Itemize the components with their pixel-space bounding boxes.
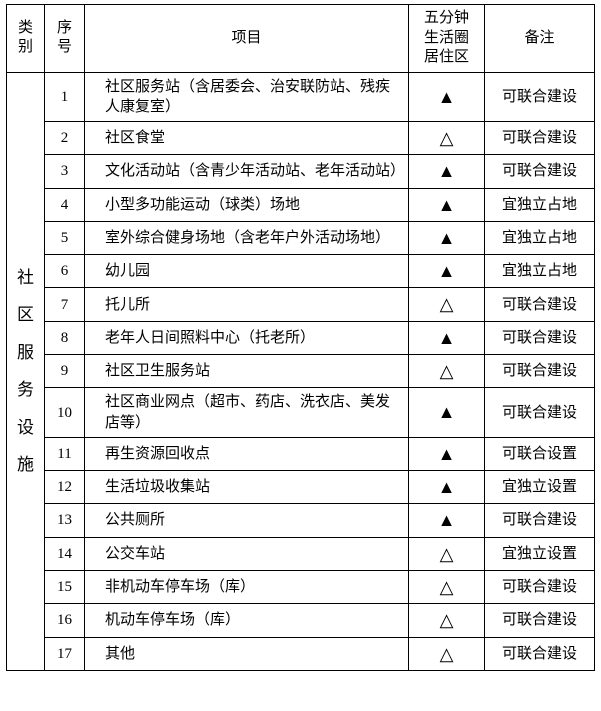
header-item: 项目 — [85, 5, 409, 73]
symbol-cell: △ — [409, 571, 485, 604]
item-cell: 老年人日间照料中心（托老所） — [85, 321, 409, 354]
table-row: 7托儿所△可联合建设 — [7, 288, 595, 321]
item-cell: 文化活动站（含青少年活动站、老年活动站） — [85, 155, 409, 188]
header-zone: 五分钟生活圈居住区 — [409, 5, 485, 73]
note-cell: 可联合建设 — [485, 571, 595, 604]
index-cell: 12 — [45, 471, 85, 504]
index-cell: 1 — [45, 72, 85, 122]
note-cell: 可联合建设 — [485, 288, 595, 321]
note-cell: 可联合建设 — [485, 155, 595, 188]
header-index: 序号 — [45, 5, 85, 73]
note-cell: 可联合建设 — [485, 72, 595, 122]
index-cell: 4 — [45, 188, 85, 221]
facilities-table: 类别 序号 项目 五分钟生活圈居住区 备注 社区服务设施1社区服务站（含居委会、… — [6, 4, 595, 671]
symbol-cell: △ — [409, 604, 485, 637]
header-row: 类别 序号 项目 五分钟生活圈居住区 备注 — [7, 5, 595, 73]
item-cell: 幼儿园 — [85, 255, 409, 288]
symbol-cell: ▲ — [409, 155, 485, 188]
category-cell: 社区服务设施 — [7, 72, 45, 670]
symbol-cell: ▲ — [409, 72, 485, 122]
table-row: 16机动车停车场（库）△可联合建设 — [7, 604, 595, 637]
item-cell: 非机动车停车场（库） — [85, 571, 409, 604]
item-cell: 社区卫生服务站 — [85, 355, 409, 388]
item-cell: 再生资源回收点 — [85, 437, 409, 470]
page: 类别 序号 项目 五分钟生活圈居住区 备注 社区服务设施1社区服务站（含居委会、… — [0, 0, 601, 711]
note-cell: 可联合建设 — [485, 504, 595, 537]
item-cell: 社区商业网点（超市、药店、洗衣店、美发店等） — [85, 388, 409, 438]
symbol-cell: ▲ — [409, 471, 485, 504]
note-cell: 宜独立设置 — [485, 471, 595, 504]
table-body: 社区服务设施1社区服务站（含居委会、治安联防站、残疾人康复室）▲可联合建设2社区… — [7, 72, 595, 670]
table-row: 15非机动车停车场（库）△可联合建设 — [7, 571, 595, 604]
item-cell: 公共厕所 — [85, 504, 409, 537]
table-row: 13公共厕所▲可联合建设 — [7, 504, 595, 537]
index-cell: 2 — [45, 122, 85, 155]
symbol-cell: ▲ — [409, 388, 485, 438]
index-cell: 3 — [45, 155, 85, 188]
index-cell: 14 — [45, 537, 85, 570]
item-cell: 社区食堂 — [85, 122, 409, 155]
table-row: 9社区卫生服务站△可联合建设 — [7, 355, 595, 388]
index-cell: 10 — [45, 388, 85, 438]
index-cell: 8 — [45, 321, 85, 354]
header-category: 类别 — [7, 5, 45, 73]
index-cell: 13 — [45, 504, 85, 537]
symbol-cell: ▲ — [409, 437, 485, 470]
item-cell: 其他 — [85, 637, 409, 670]
note-cell: 可联合建设 — [485, 355, 595, 388]
index-cell: 15 — [45, 571, 85, 604]
item-cell: 公交车站 — [85, 537, 409, 570]
item-cell: 机动车停车场（库） — [85, 604, 409, 637]
symbol-cell: △ — [409, 122, 485, 155]
item-cell: 社区服务站（含居委会、治安联防站、残疾人康复室） — [85, 72, 409, 122]
table-row: 12生活垃圾收集站▲宜独立设置 — [7, 471, 595, 504]
note-cell: 可联合建设 — [485, 321, 595, 354]
index-cell: 16 — [45, 604, 85, 637]
symbol-cell: ▲ — [409, 188, 485, 221]
table-row: 2社区食堂△可联合建设 — [7, 122, 595, 155]
table-row: 8老年人日间照料中心（托老所）▲可联合建设 — [7, 321, 595, 354]
header-note: 备注 — [485, 5, 595, 73]
symbol-cell: △ — [409, 288, 485, 321]
symbol-cell: △ — [409, 637, 485, 670]
table-row: 11再生资源回收点▲可联合设置 — [7, 437, 595, 470]
table-row: 社区服务设施1社区服务站（含居委会、治安联防站、残疾人康复室）▲可联合建设 — [7, 72, 595, 122]
index-cell: 11 — [45, 437, 85, 470]
symbol-cell: △ — [409, 537, 485, 570]
note-cell: 宜独立设置 — [485, 537, 595, 570]
note-cell: 可联合建设 — [485, 388, 595, 438]
table-row: 4小型多功能运动（球类）场地▲宜独立占地 — [7, 188, 595, 221]
note-cell: 宜独立占地 — [485, 188, 595, 221]
index-cell: 17 — [45, 637, 85, 670]
header-zone-text: 五分钟生活圈居住区 — [424, 9, 469, 68]
note-cell: 可联合建设 — [485, 604, 595, 637]
table-head: 类别 序号 项目 五分钟生活圈居住区 备注 — [7, 5, 595, 73]
table-row: 10社区商业网点（超市、药店、洗衣店、美发店等）▲可联合建设 — [7, 388, 595, 438]
index-cell: 6 — [45, 255, 85, 288]
table-row: 17其他△可联合建设 — [7, 637, 595, 670]
item-cell: 小型多功能运动（球类）场地 — [85, 188, 409, 221]
note-cell: 可联合设置 — [485, 437, 595, 470]
symbol-cell: △ — [409, 355, 485, 388]
note-cell: 可联合建设 — [485, 122, 595, 155]
table-row: 14公交车站△宜独立设置 — [7, 537, 595, 570]
index-cell: 5 — [45, 221, 85, 254]
note-cell: 宜独立占地 — [485, 221, 595, 254]
item-cell: 托儿所 — [85, 288, 409, 321]
item-cell: 生活垃圾收集站 — [85, 471, 409, 504]
table-row: 3文化活动站（含青少年活动站、老年活动站）▲可联合建设 — [7, 155, 595, 188]
symbol-cell: ▲ — [409, 255, 485, 288]
symbol-cell: ▲ — [409, 321, 485, 354]
table-row: 6幼儿园▲宜独立占地 — [7, 255, 595, 288]
index-cell: 7 — [45, 288, 85, 321]
table-row: 5室外综合健身场地（含老年户外活动场地）▲宜独立占地 — [7, 221, 595, 254]
index-cell: 9 — [45, 355, 85, 388]
symbol-cell: ▲ — [409, 504, 485, 537]
item-cell: 室外综合健身场地（含老年户外活动场地） — [85, 221, 409, 254]
symbol-cell: ▲ — [409, 221, 485, 254]
note-cell: 宜独立占地 — [485, 255, 595, 288]
note-cell: 可联合建设 — [485, 637, 595, 670]
